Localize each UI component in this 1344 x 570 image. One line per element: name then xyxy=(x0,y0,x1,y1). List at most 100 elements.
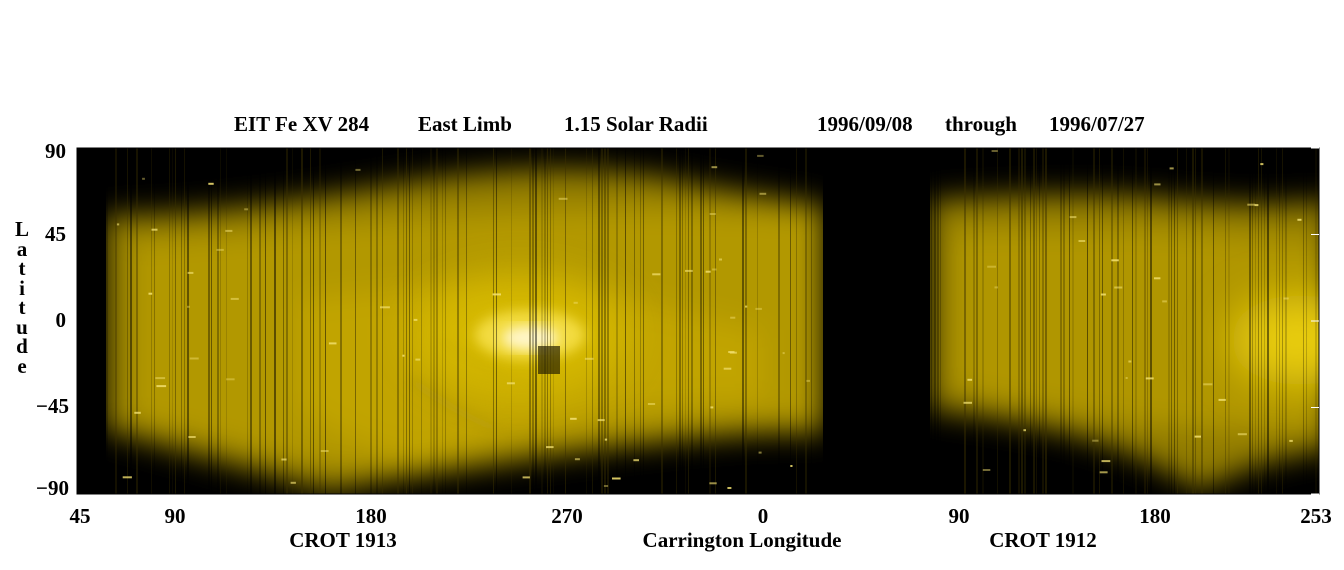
column-streak xyxy=(778,148,780,494)
speckle xyxy=(963,401,972,404)
y-axis-label-letter: t xyxy=(18,295,26,319)
column-streak xyxy=(1135,148,1137,494)
speckle xyxy=(1111,259,1119,262)
speckle xyxy=(122,476,132,479)
y-axis-label-letter: u xyxy=(16,314,28,339)
speckle xyxy=(413,318,418,321)
speckle xyxy=(1023,429,1026,432)
column-streak xyxy=(1132,148,1133,494)
column-streak xyxy=(1144,148,1146,494)
speckle xyxy=(492,293,501,296)
y-axis-label-letter: d xyxy=(16,334,28,358)
column-streak xyxy=(1303,148,1304,494)
speckle xyxy=(647,403,656,405)
column-streak xyxy=(700,148,702,494)
speckle xyxy=(603,485,609,487)
column-streak xyxy=(691,148,693,494)
speckle xyxy=(757,154,764,157)
column-streak xyxy=(406,148,407,494)
data-streaks xyxy=(106,148,1317,494)
speckle xyxy=(573,301,578,304)
column-streak xyxy=(1279,148,1280,494)
column-streak xyxy=(313,148,314,494)
column-streak xyxy=(1021,148,1023,494)
speckle xyxy=(711,166,718,169)
column-streak xyxy=(1069,148,1070,494)
column-streak xyxy=(532,148,534,494)
speckle xyxy=(134,411,141,414)
column-streak xyxy=(745,148,747,494)
speckle xyxy=(1162,300,1167,303)
column-streak xyxy=(1117,148,1119,494)
column-streak xyxy=(310,148,311,494)
speckle xyxy=(506,382,515,385)
column-streak xyxy=(1261,148,1262,494)
column-streak xyxy=(973,148,975,494)
x-tick-label: 253 xyxy=(1300,504,1332,528)
speckle xyxy=(142,177,145,180)
column-streak xyxy=(1018,148,1020,494)
column-streak xyxy=(493,148,494,494)
column-streak xyxy=(187,148,189,494)
column-streak xyxy=(376,148,378,494)
speckle xyxy=(187,305,190,308)
speckle xyxy=(1237,433,1247,436)
speckle xyxy=(584,357,594,360)
speckle xyxy=(226,378,235,381)
speckle xyxy=(1254,204,1259,207)
column-streak xyxy=(283,148,284,494)
title-limb: East Limb xyxy=(418,112,512,136)
column-streak xyxy=(805,148,807,494)
speckle xyxy=(719,258,722,261)
column-streak xyxy=(640,148,641,494)
speckle xyxy=(1154,277,1161,280)
speckle xyxy=(597,419,605,422)
column-streak xyxy=(247,148,248,494)
speckle xyxy=(987,265,996,268)
column-streak xyxy=(445,148,446,494)
column-streak xyxy=(181,148,182,494)
speckle xyxy=(1092,439,1099,442)
y-tick-label: −90 xyxy=(36,476,69,500)
column-streak xyxy=(1042,148,1044,494)
speckle xyxy=(994,286,998,289)
speckle xyxy=(187,271,194,274)
speckle xyxy=(967,378,973,381)
column-streak xyxy=(661,148,663,494)
column-streak xyxy=(616,148,618,494)
column-streak xyxy=(340,148,342,494)
x-tick-label: 90 xyxy=(164,504,186,528)
emission-band-crot-1912 xyxy=(930,194,1319,490)
column-streak xyxy=(541,148,543,494)
column-streak xyxy=(565,148,566,494)
column-streak xyxy=(931,148,932,494)
column-streak xyxy=(742,148,744,494)
title-through: through xyxy=(945,112,1017,136)
column-streak xyxy=(430,148,432,494)
speckle xyxy=(1114,286,1123,289)
column-streak xyxy=(607,148,609,494)
speckle xyxy=(328,342,337,345)
column-streak xyxy=(292,148,293,494)
speckle xyxy=(1194,435,1201,438)
speckle xyxy=(1247,203,1256,206)
column-streak xyxy=(1213,148,1214,494)
column-streak xyxy=(550,148,551,494)
speckle xyxy=(1297,218,1302,221)
y-axis-label-letter: L xyxy=(14,217,29,241)
column-streak xyxy=(1192,148,1194,494)
column-streak xyxy=(106,148,108,494)
speckle xyxy=(225,229,233,232)
column-streak xyxy=(301,148,303,494)
speckle xyxy=(806,379,810,382)
speckle xyxy=(755,307,762,310)
title-start-date: 1996/09/08 xyxy=(817,112,913,136)
speckle xyxy=(728,351,735,353)
column-streak xyxy=(151,148,152,494)
rotation-label-crot-1913: CROT 1913 xyxy=(289,528,397,552)
column-streak xyxy=(1093,148,1095,494)
speckle xyxy=(244,208,249,211)
column-streak xyxy=(355,148,356,494)
column-streak xyxy=(442,148,443,494)
